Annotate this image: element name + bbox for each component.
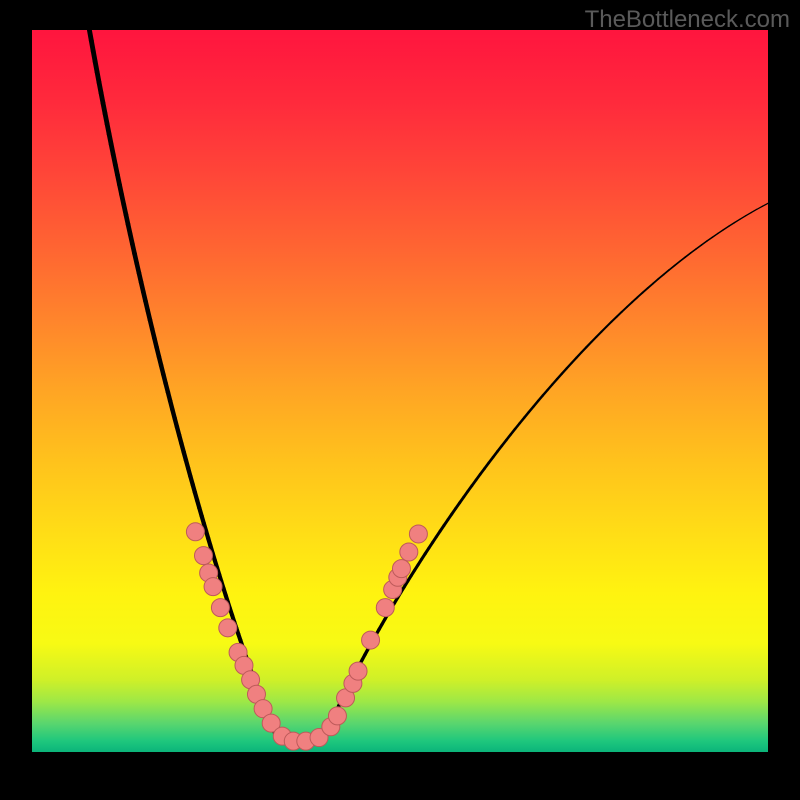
data-dot (392, 560, 410, 578)
data-dot (328, 707, 346, 725)
data-dot (204, 578, 222, 596)
chart-svg (0, 0, 800, 800)
data-dot (400, 543, 418, 561)
data-dot (349, 662, 367, 680)
data-dot (376, 599, 394, 617)
watermark-text: TheBottleneck.com (585, 6, 790, 34)
data-dot (194, 547, 212, 565)
plot-background (32, 30, 768, 752)
data-dot (219, 619, 237, 637)
data-dot (409, 525, 427, 543)
data-dot (186, 523, 204, 541)
data-dot (211, 599, 229, 617)
data-dot (362, 631, 380, 649)
chart-stage: TheBottleneck.com (0, 0, 800, 800)
